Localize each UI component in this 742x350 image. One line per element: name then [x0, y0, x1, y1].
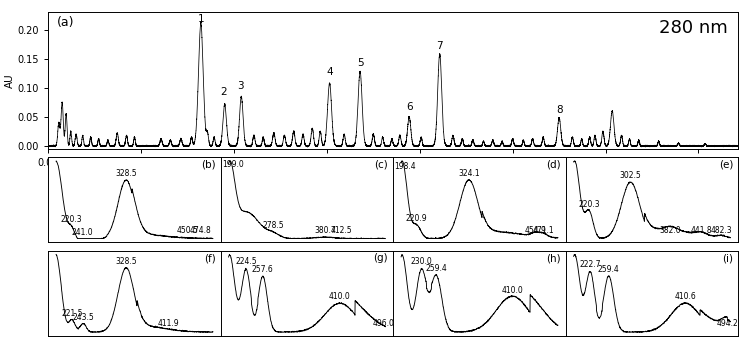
Text: 482.3: 482.3: [711, 226, 732, 234]
Text: 278.5: 278.5: [263, 222, 284, 230]
Text: 496.0: 496.0: [372, 319, 394, 328]
Text: 243.5: 243.5: [72, 313, 94, 322]
Text: 241.0: 241.0: [71, 228, 93, 237]
Text: (f): (f): [204, 253, 216, 263]
Text: 230.0: 230.0: [410, 258, 432, 266]
Text: 410.0: 410.0: [502, 286, 523, 295]
Text: 8: 8: [556, 105, 562, 114]
X-axis label: Minutes: Minutes: [372, 169, 414, 179]
Text: 221.5: 221.5: [62, 309, 83, 318]
Text: 1: 1: [197, 14, 204, 25]
Text: 471.1: 471.1: [533, 226, 554, 234]
Text: 4: 4: [326, 67, 333, 77]
Text: 494.2: 494.2: [717, 319, 738, 328]
Text: 382.0: 382.0: [660, 226, 681, 234]
Text: 220.3: 220.3: [61, 215, 82, 224]
Text: 410.6: 410.6: [674, 292, 696, 301]
Text: 5: 5: [357, 58, 364, 68]
Text: 198.4: 198.4: [395, 162, 416, 171]
Text: 441.8: 441.8: [690, 226, 712, 234]
Text: 3: 3: [237, 81, 244, 91]
Text: 380.7: 380.7: [315, 226, 336, 234]
Text: 280 nm: 280 nm: [659, 19, 728, 37]
Text: (d): (d): [546, 160, 561, 170]
Text: 454.9: 454.9: [525, 226, 546, 234]
Text: 2: 2: [220, 87, 227, 97]
Text: 411.9: 411.9: [157, 319, 179, 328]
Text: (a): (a): [56, 16, 74, 29]
Text: 259.4: 259.4: [598, 265, 620, 274]
Text: 328.5: 328.5: [115, 257, 137, 266]
Text: 220.3: 220.3: [578, 199, 600, 209]
Text: (g): (g): [373, 253, 388, 263]
Text: 450.5: 450.5: [177, 226, 199, 234]
Text: (e): (e): [719, 160, 733, 170]
Text: 302.5: 302.5: [620, 171, 641, 180]
Text: 328.5: 328.5: [115, 169, 137, 178]
Text: 412.5: 412.5: [331, 226, 352, 234]
Text: 7: 7: [436, 41, 443, 51]
Text: 259.4: 259.4: [425, 264, 447, 273]
Text: 257.6: 257.6: [252, 266, 274, 274]
Text: 410.0: 410.0: [329, 292, 351, 301]
Text: (c): (c): [374, 160, 388, 170]
Text: 222.7: 222.7: [580, 260, 601, 269]
Text: (h): (h): [546, 253, 561, 263]
Y-axis label: AU: AU: [5, 73, 15, 88]
Text: 474.8: 474.8: [189, 226, 211, 234]
Text: 224.5: 224.5: [235, 257, 257, 266]
Text: (b): (b): [201, 160, 216, 170]
Text: (i): (i): [722, 253, 733, 263]
Text: 220.9: 220.9: [406, 215, 427, 223]
Text: 324.1: 324.1: [458, 169, 479, 178]
Text: 6: 6: [406, 102, 413, 112]
Text: 199.0: 199.0: [223, 160, 244, 169]
